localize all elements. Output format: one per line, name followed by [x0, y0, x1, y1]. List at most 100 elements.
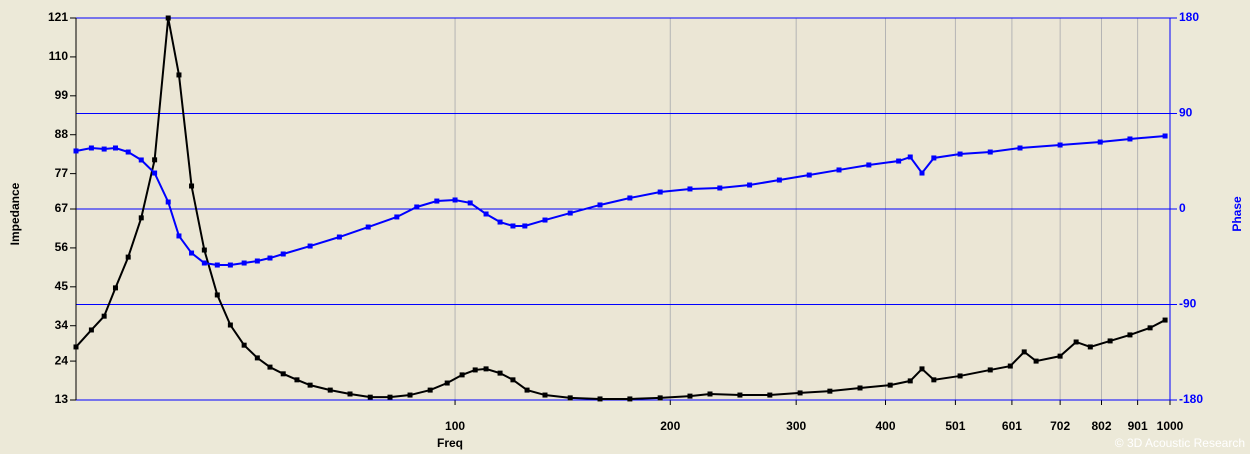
- data-point: [497, 219, 503, 225]
- data-point: [707, 391, 713, 397]
- data-point: [176, 233, 182, 239]
- data-point: [201, 260, 207, 266]
- data-point: [189, 183, 195, 189]
- data-point: [101, 146, 107, 152]
- data-point: [657, 395, 663, 401]
- data-point: [165, 15, 171, 21]
- data-point: [125, 149, 131, 155]
- y-tick-label: 88: [55, 127, 69, 141]
- data-point: [1162, 317, 1168, 323]
- x-tick-label: 501: [945, 419, 965, 433]
- data-point: [907, 378, 913, 384]
- x-tick-label: 100: [445, 419, 465, 433]
- data-point: [866, 162, 872, 168]
- data-point: [687, 393, 693, 399]
- data-point: [627, 396, 633, 402]
- data-point: [542, 217, 548, 223]
- data-point: [307, 382, 313, 388]
- data-point: [510, 377, 516, 383]
- watermark: © 3D Acoustic Research: [1115, 436, 1245, 450]
- data-point: [452, 197, 458, 203]
- data-point: [112, 145, 118, 151]
- data-point: [483, 366, 489, 372]
- data-point: [1127, 332, 1133, 338]
- data-point: [241, 342, 247, 348]
- y-tick-label: 67: [55, 201, 69, 215]
- data-point: [567, 395, 573, 401]
- data-point: [254, 258, 260, 264]
- data-point: [427, 387, 433, 393]
- x-tick-label: 1000: [1157, 419, 1184, 433]
- data-point: [467, 200, 473, 206]
- data-point: [987, 367, 993, 373]
- data-point: [1147, 325, 1153, 331]
- x-tick-label: 702: [1050, 419, 1070, 433]
- data-point: [336, 234, 342, 240]
- data-point: [524, 387, 530, 393]
- data-point: [1021, 349, 1027, 355]
- series-line: [75, 17, 1166, 400]
- data-point: [138, 215, 144, 221]
- data-point: [1097, 139, 1103, 145]
- data-point: [254, 355, 260, 361]
- data-point: [241, 260, 247, 266]
- y2-tick-label: -180: [1179, 392, 1203, 406]
- data-point: [1007, 363, 1013, 369]
- data-point: [1127, 136, 1133, 142]
- x-tick-label: 901: [1128, 419, 1148, 433]
- y-tick-label: 99: [55, 88, 69, 102]
- data-point: [414, 204, 420, 210]
- y-tick-label: 110: [49, 49, 69, 63]
- data-point: [1057, 353, 1063, 359]
- x-tick-label: 200: [660, 419, 680, 433]
- x-tick-label: 601: [1002, 419, 1022, 433]
- data-point: [522, 223, 528, 229]
- data-point: [365, 224, 371, 230]
- data-point: [1107, 338, 1113, 344]
- data-point: [1017, 145, 1023, 151]
- data-point: [747, 182, 753, 188]
- data-point: [597, 396, 603, 402]
- x-tick-label: 300: [786, 419, 806, 433]
- data-point: [112, 285, 118, 291]
- x-tick-label: 802: [1091, 419, 1111, 433]
- y-tick-label: 77: [55, 166, 69, 180]
- data-point: [367, 394, 373, 400]
- y-tick-label: 13: [55, 392, 69, 406]
- data-point: [73, 344, 79, 350]
- data-point: [214, 262, 220, 268]
- data-point: [1033, 358, 1039, 364]
- y-tick-label: 45: [55, 279, 69, 293]
- data-point: [227, 262, 233, 268]
- data-point: [627, 195, 633, 201]
- data-point: [472, 367, 478, 373]
- data-point: [394, 214, 400, 220]
- data-point: [267, 364, 273, 370]
- data-point: [806, 172, 812, 178]
- data-point: [125, 254, 131, 260]
- y2-tick-label: 90: [1179, 106, 1193, 120]
- data-point: [776, 177, 782, 183]
- data-point: [189, 250, 195, 256]
- data-point: [542, 392, 548, 398]
- data-point: [931, 377, 937, 383]
- data-point: [307, 243, 313, 249]
- data-point: [267, 255, 273, 261]
- data-point: [987, 149, 993, 155]
- data-point: [407, 392, 413, 398]
- data-point: [138, 157, 144, 163]
- data-point: [597, 202, 603, 208]
- data-point: [857, 385, 863, 391]
- data-point: [347, 391, 353, 397]
- y2-axis-label: Phase: [1230, 196, 1244, 232]
- series-line: [75, 134, 1166, 267]
- data-point: [152, 170, 158, 176]
- data-point: [919, 170, 925, 176]
- data-point: [387, 394, 393, 400]
- y-tick-label: 34: [55, 318, 69, 332]
- data-point: [767, 392, 773, 398]
- data-point: [1162, 133, 1168, 139]
- data-point: [827, 388, 833, 394]
- data-point: [152, 157, 158, 163]
